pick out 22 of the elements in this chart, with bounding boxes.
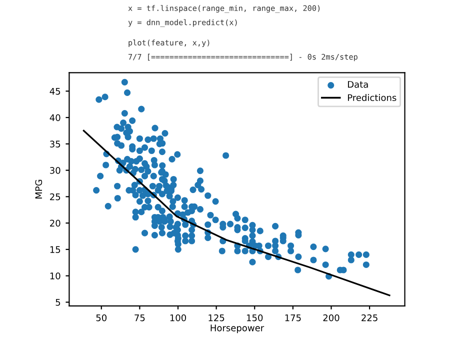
- x-tick-label: 125: [208, 314, 224, 322]
- y-tick-label: 35: [50, 140, 60, 148]
- y-tick-label: 40: [50, 114, 60, 122]
- y-tick-label: 25: [50, 193, 60, 200]
- y-tick-label: 20: [50, 220, 60, 227]
- x-tick-label: 200: [323, 314, 340, 322]
- x-axis-title: Horsepower: [210, 324, 264, 334]
- x-tick-label: 75: [134, 314, 145, 322]
- x-tick-label: 225: [362, 314, 378, 322]
- y-tick-label: 30: [50, 167, 60, 174]
- x-tick-label: 50: [96, 314, 107, 322]
- y-tick-label: 10: [50, 272, 60, 280]
- y-tick-label: 15: [50, 246, 60, 253]
- x-tick-label: 175: [285, 314, 301, 322]
- legend-label: Data: [348, 81, 368, 88]
- y-tick-label: 5: [56, 299, 60, 306]
- legend-label: Predictions: [348, 94, 396, 102]
- x-tick-label: 100: [170, 314, 186, 322]
- y-axis-title: MPG: [35, 180, 42, 199]
- x-tick-label: 150: [247, 314, 263, 322]
- y-tick-label: 45: [50, 88, 60, 95]
- line-series: [82, 130, 390, 296]
